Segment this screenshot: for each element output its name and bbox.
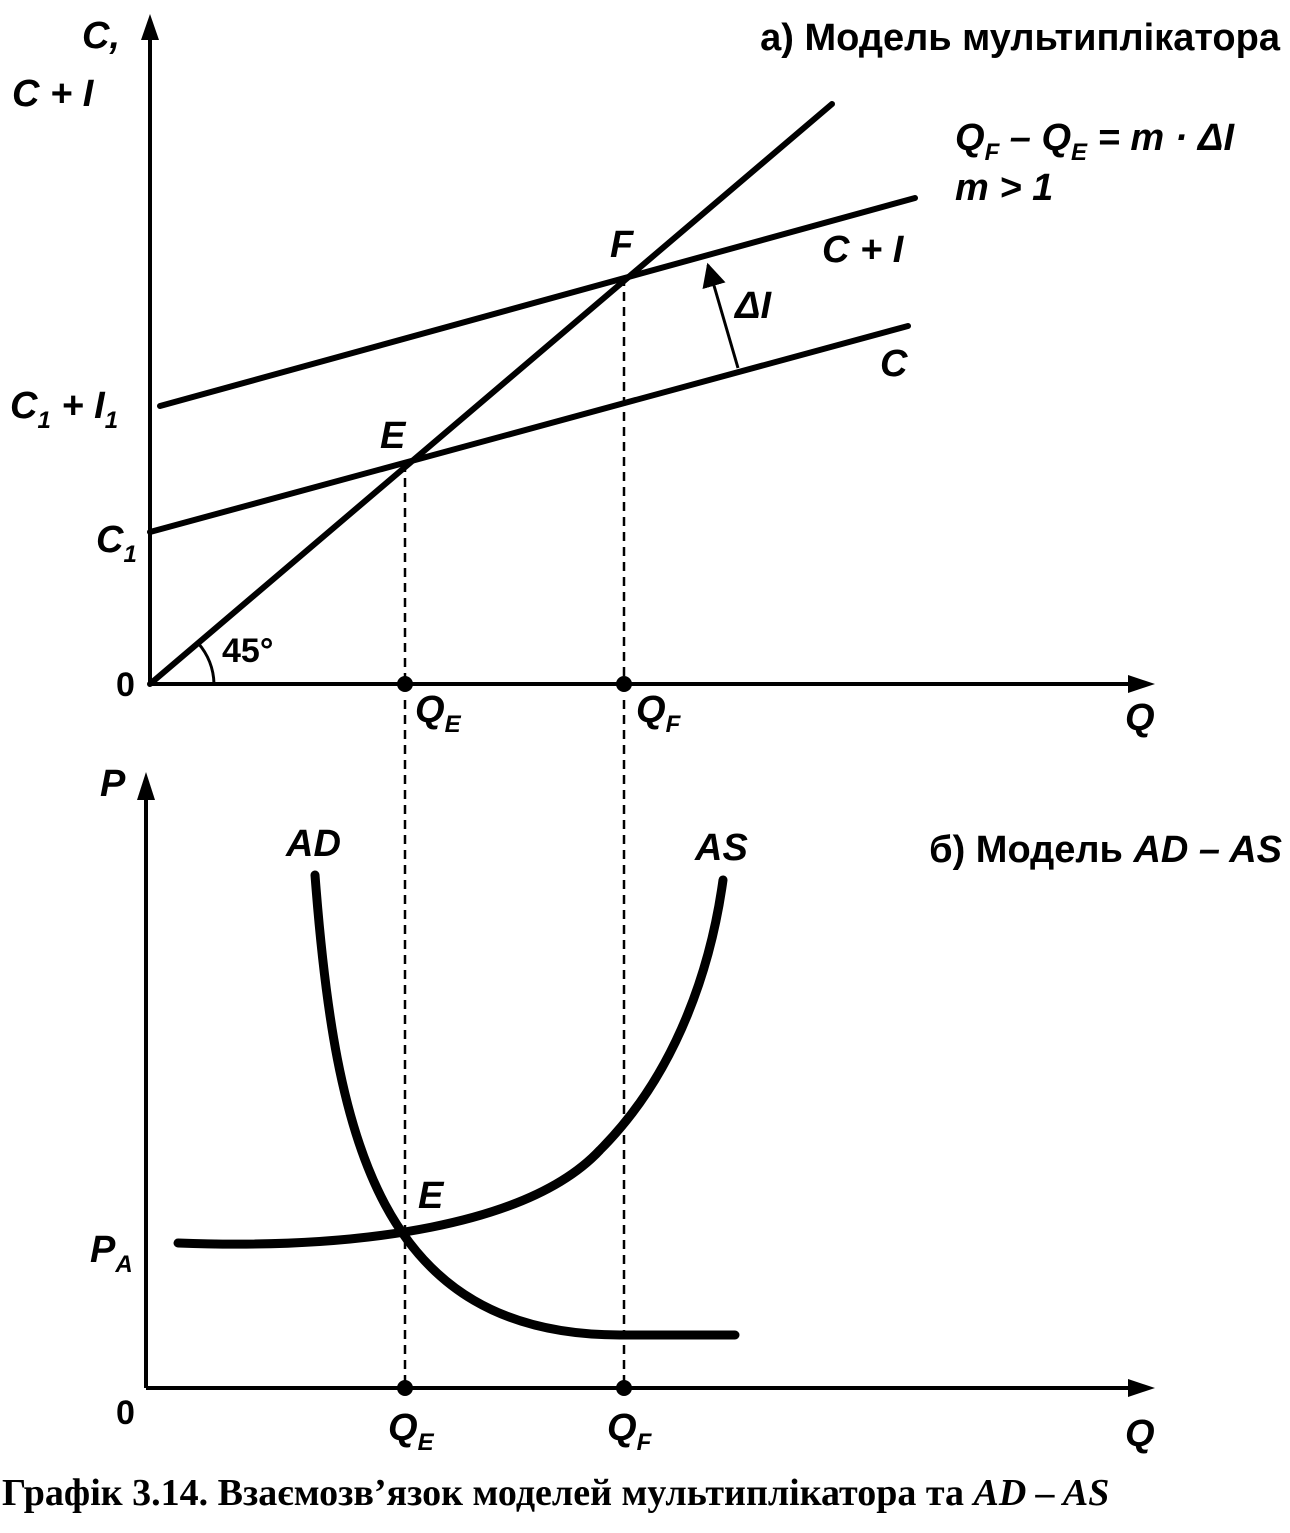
- qe-label-top: QE: [415, 689, 462, 738]
- as-curve: [173, 875, 728, 1249]
- qf-label-bottom: QF: [607, 1407, 653, 1456]
- ad-curve: [310, 870, 740, 1340]
- angle-arc: [196, 642, 216, 685]
- marker-qe-top: [397, 676, 413, 692]
- point-e-bottom: E: [418, 1175, 445, 1217]
- point-e-top: E: [380, 415, 407, 457]
- line-c-plus-i-label: C + I: [822, 229, 905, 271]
- top-panel: а) Модель мультиплікатора C, C + I Q 0 4…: [10, 14, 1281, 739]
- bottom-title: б) Модель AD – AS: [929, 829, 1282, 871]
- c1-plus-i1-label: C1 + I1: [10, 385, 118, 434]
- bottom-origin: 0: [116, 1394, 135, 1432]
- as-curve-label: AS: [694, 827, 748, 869]
- marker-qf-top: [616, 676, 632, 692]
- top-x-axis-arrow: [1128, 675, 1155, 693]
- c1-label: C1: [96, 519, 137, 568]
- multiplier-condition: m > 1: [955, 167, 1053, 209]
- pa-label: PA: [90, 1229, 133, 1278]
- ad-curve-label: AD: [285, 823, 341, 865]
- marker-qe-bottom: [397, 1380, 413, 1396]
- qe-label-bottom: QE: [388, 1407, 435, 1456]
- delta-i-label: ΔI: [733, 285, 773, 327]
- top-y-axis-label-2: C + I: [12, 73, 95, 115]
- marker-qf-bottom: [616, 1380, 632, 1396]
- top-y-axis-arrow: [141, 14, 159, 40]
- figure-caption: Графік 3.14. Взаємозв’язок моделей мульт…: [2, 1472, 1109, 1514]
- delta-i-arrow: [702, 262, 740, 369]
- bottom-y-axis-arrow: [137, 772, 155, 800]
- point-f: F: [610, 224, 635, 266]
- line-45-degree: [147, 101, 835, 687]
- multiplier-formula: QF – QE = m · ΔI: [955, 117, 1235, 166]
- line-c: [147, 323, 911, 535]
- bottom-x-axis-arrow: [1128, 1379, 1155, 1397]
- bottom-y-axis-label: P: [100, 763, 126, 805]
- angle-label: 45°: [222, 632, 273, 670]
- bottom-x-axis-label: Q: [1125, 1413, 1155, 1455]
- top-y-axis-label-1: C,: [82, 15, 120, 57]
- qf-label-top: QF: [636, 689, 682, 738]
- top-title: а) Модель мультиплікатора: [760, 17, 1281, 59]
- bottom-panel: б) Модель AD – AS P Q 0 AD AS E PA QE QF: [90, 763, 1282, 1456]
- top-origin: 0: [116, 666, 135, 704]
- top-x-axis-label: Q: [1125, 697, 1155, 739]
- line-c-label: C: [880, 343, 908, 385]
- line-c-plus-i: [157, 195, 918, 409]
